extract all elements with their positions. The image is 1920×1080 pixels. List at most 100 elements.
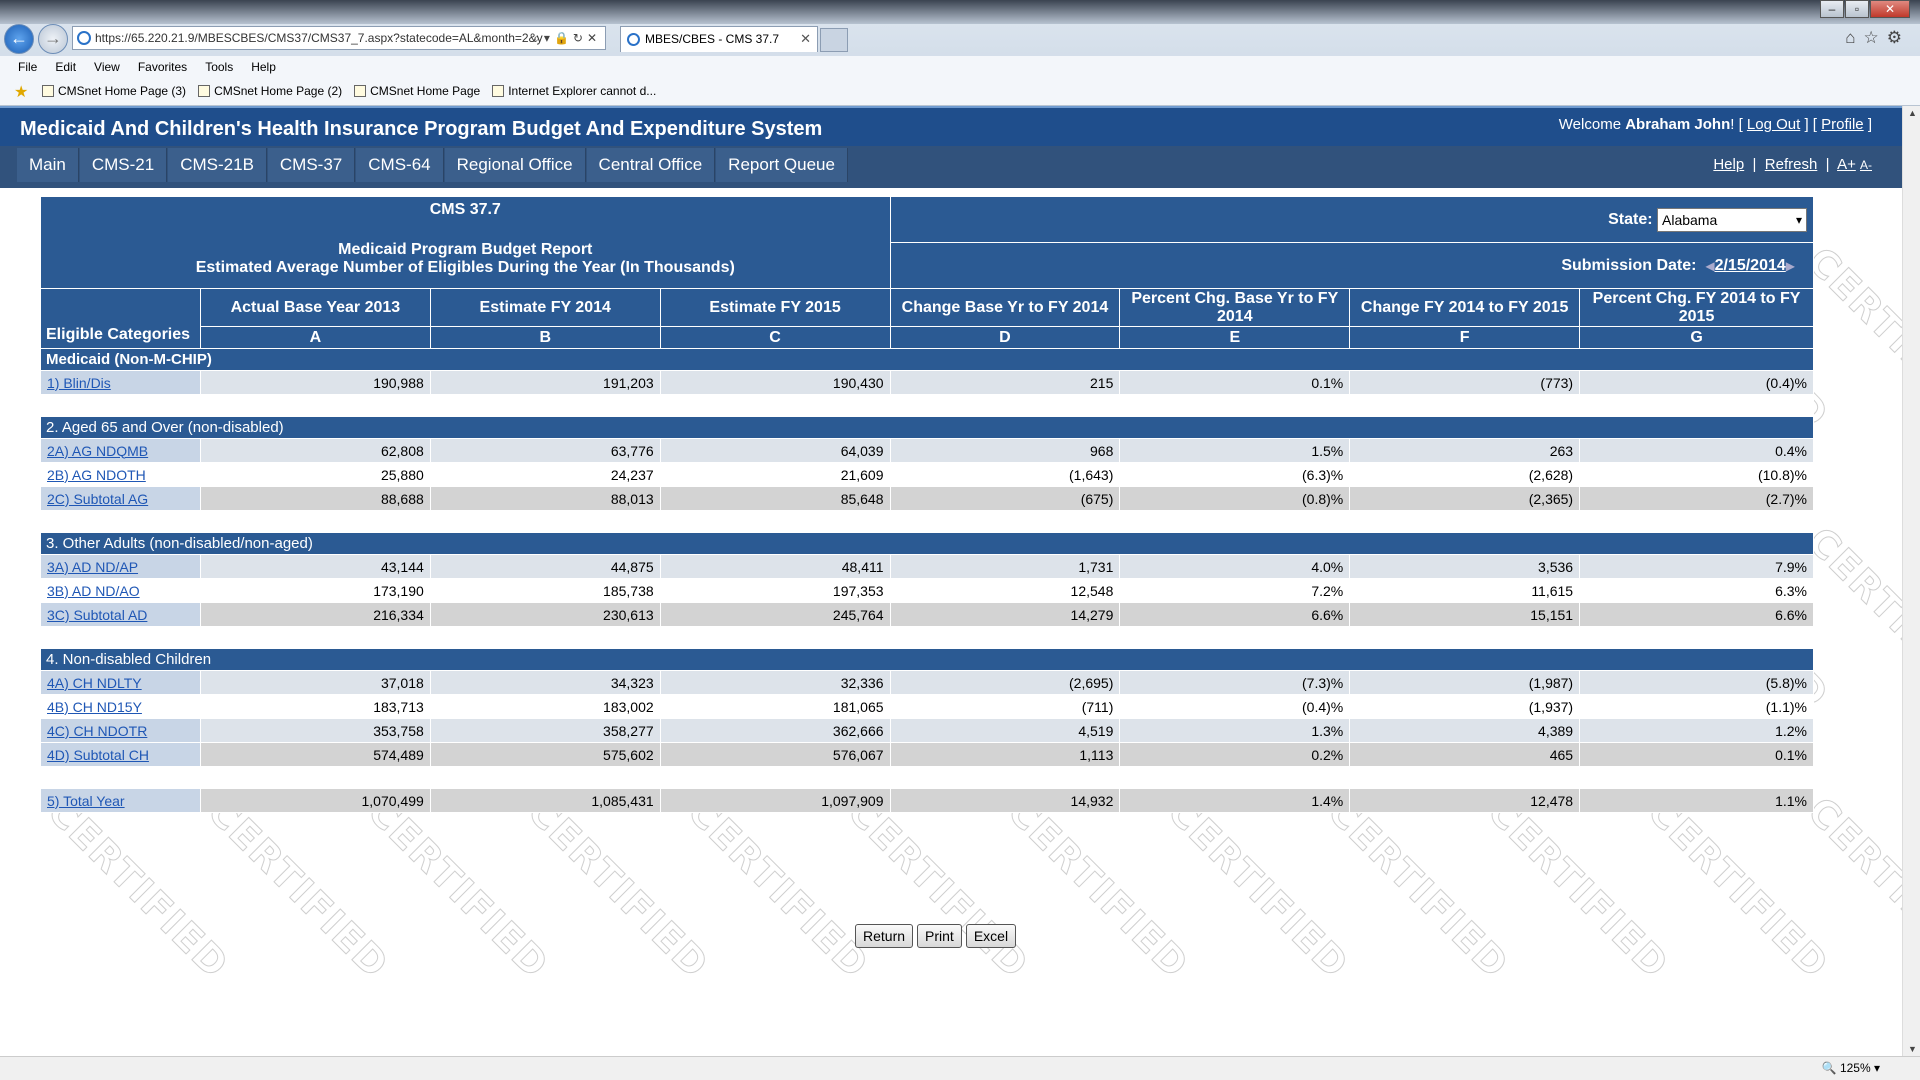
table-row: 1) Blin/Dis 190,988 191,203 190,430 215 0.1%(…: [40, 370, 1814, 395]
new-tab-button[interactable]: [820, 28, 848, 52]
nav-cms-21[interactable]: CMS-21: [79, 148, 168, 182]
value-cell: 34,323: [429, 670, 661, 695]
row-label-cell: 3C) Subtotal AD: [40, 602, 201, 627]
address-tools-icon[interactable]: ⌕▾🔒↻✕: [533, 31, 601, 45]
gear-icon[interactable]: ⚙: [1886, 28, 1910, 47]
row-link[interactable]: 3B) AD ND/AO: [47, 582, 140, 599]
row-label-cell: 5) Total Year: [40, 788, 201, 813]
menu-view[interactable]: View: [94, 60, 120, 74]
value-cell: 353,758: [199, 718, 431, 743]
logout-link[interactable]: Log Out: [1746, 116, 1801, 133]
refresh-link[interactable]: Refresh: [1764, 156, 1818, 173]
back-button[interactable]: ←: [4, 24, 34, 54]
value-cell: 190,430: [659, 370, 891, 395]
menu-help[interactable]: Help: [251, 60, 276, 74]
menu-edit[interactable]: Edit: [55, 60, 77, 74]
state-select[interactable]: Alabama: [1657, 207, 1807, 232]
page-icon: [354, 85, 367, 97]
nav-regional-office[interactable]: Regional Office: [444, 148, 586, 182]
value-cell: 25,880: [199, 462, 431, 487]
nav-cms-37[interactable]: CMS-37: [267, 148, 356, 182]
help-link[interactable]: Help: [1713, 156, 1745, 173]
favorite-link[interactable]: CMSnet Home Page (2): [196, 78, 342, 104]
app-header: Medicaid And Children's Health Insurance…: [0, 106, 1902, 146]
table-row: 2B) AG NDOTH 25,880 24,237 21,609 (1,643) (6.…: [40, 462, 1814, 487]
zoom-value: 125%: [1839, 1061, 1871, 1075]
app-viewport: CERTIFIED CERTIFIED CERTIFIED CERTIFIED CERT…: [0, 106, 1902, 1056]
tab-title: MBES/CBES - CMS 37.7: [645, 32, 780, 46]
favorite-link[interactable]: Internet Explorer cannot d...: [490, 78, 656, 104]
table-row: 4A) CH NDLTY 37,018 34,323 32,336 (2,695) (7.…: [40, 670, 1814, 695]
value-cell: 6.3%: [1579, 578, 1814, 603]
favorite-label: CMSnet Home Page: [370, 84, 481, 98]
value-cell: (10.8)%: [1579, 462, 1814, 487]
row-link[interactable]: 2A) AG NDQMB: [47, 442, 149, 459]
row-link[interactable]: 2B) AG NDOTH: [47, 466, 146, 483]
favorite-link[interactable]: CMSnet Home Page (3): [40, 78, 186, 104]
row-link[interactable]: 4D) Subtotal CH: [47, 746, 149, 763]
print-button[interactable]: Print: [917, 924, 962, 948]
maximize-icon[interactable]: ▫: [1845, 0, 1869, 18]
table-row: 4D) Subtotal CH 574,489 575,602 576,067 1,11…: [40, 742, 1814, 767]
value-cell: 4,519: [889, 718, 1121, 743]
excel-button[interactable]: Excel: [965, 924, 1017, 948]
report-title: Medicaid Program Budget Report: [338, 241, 593, 258]
favorite-link[interactable]: CMSnet Home Page: [352, 78, 480, 104]
value-cell: 88,688: [199, 486, 431, 511]
row-link[interactable]: 3C) Subtotal AD: [47, 606, 148, 623]
value-cell: 263: [1349, 438, 1581, 463]
row-link[interactable]: 5) Total Year: [47, 792, 125, 809]
nav-cms-21b[interactable]: CMS-21B: [168, 148, 267, 182]
menu-favorites[interactable]: Favorites: [137, 60, 188, 74]
value-cell: (1,987): [1349, 670, 1581, 695]
value-cell: 62,808: [199, 438, 431, 463]
value-cell: 12,548: [889, 578, 1121, 603]
menu-file[interactable]: File: [18, 60, 38, 74]
value-cell: 183,713: [199, 694, 431, 719]
scroll-up-icon[interactable]: ▲: [1908, 108, 1917, 118]
value-cell: 6.6%: [1579, 602, 1814, 627]
section-title: Medicaid (Non-M-CHIP): [40, 348, 1814, 371]
value-cell: 6.6%: [1119, 602, 1351, 627]
value-cell: 7.2%: [1119, 578, 1351, 603]
row-link[interactable]: 3A) AD ND/AP: [47, 558, 139, 575]
favorites-add-icon[interactable]: ★: [14, 84, 29, 101]
nav-main[interactable]: Main: [17, 148, 79, 182]
spacer-cell: [40, 394, 1814, 417]
vertical-scrollbar[interactable]: ▲ ▼: [1902, 106, 1920, 1056]
value-cell: 24,237: [429, 462, 661, 487]
profile-link[interactable]: Profile: [1821, 116, 1864, 133]
nav-cms-64[interactable]: CMS-64: [356, 148, 444, 182]
font-increase-link[interactable]: A+: [1837, 156, 1856, 173]
menu-tools[interactable]: Tools: [205, 60, 234, 74]
row-link[interactable]: 4B) CH ND15Y: [47, 698, 142, 715]
value-cell: (675): [889, 486, 1121, 511]
row-link[interactable]: 2C) Subtotal AG: [47, 490, 149, 507]
zoom-level[interactable]: 🔍 125% ▾: [1821, 1061, 1880, 1075]
spacer-row: [40, 394, 1814, 417]
close-window-icon[interactable]: ✕: [1870, 0, 1910, 18]
value-cell: 1,731: [889, 554, 1121, 579]
tab-close-icon[interactable]: ✕: [800, 31, 811, 46]
scroll-down-icon[interactable]: ▼: [1908, 1044, 1917, 1054]
value-cell: 11,615: [1349, 578, 1581, 603]
browser-tab[interactable]: MBES/CBES - CMS 37.7 ✕: [620, 26, 818, 52]
prev-date-icon[interactable]: ◀: [1705, 258, 1715, 273]
row-link[interactable]: 4C) CH NDOTR: [47, 722, 148, 739]
home-icon[interactable]: ⌂: [1845, 28, 1864, 47]
forward-button[interactable]: →: [38, 24, 68, 54]
font-decrease-link[interactable]: A-: [1860, 158, 1872, 172]
submission-date-link[interactable]: 2/15/2014: [1714, 256, 1786, 274]
next-date-icon[interactable]: ▶: [1785, 258, 1795, 273]
nav-central-office[interactable]: Central Office: [586, 148, 716, 182]
minimize-icon[interactable]: –: [1820, 0, 1844, 18]
row-link[interactable]: 4A) CH NDLTY: [47, 674, 142, 691]
value-cell: 245,764: [659, 602, 891, 627]
return-button[interactable]: Return: [855, 924, 914, 948]
address-bar[interactable]: https://65.220.21.9/MBESCBES/CMS37/CMS37…: [72, 26, 606, 50]
row-link[interactable]: 1) Blin/Dis: [47, 374, 111, 391]
section-header-row: 4. Non-disabled Children: [40, 648, 1814, 671]
favorites-star-icon[interactable]: ☆: [1863, 28, 1887, 47]
value-cell: 43,144: [199, 554, 431, 579]
nav-report-queue[interactable]: Report Queue: [716, 148, 848, 182]
